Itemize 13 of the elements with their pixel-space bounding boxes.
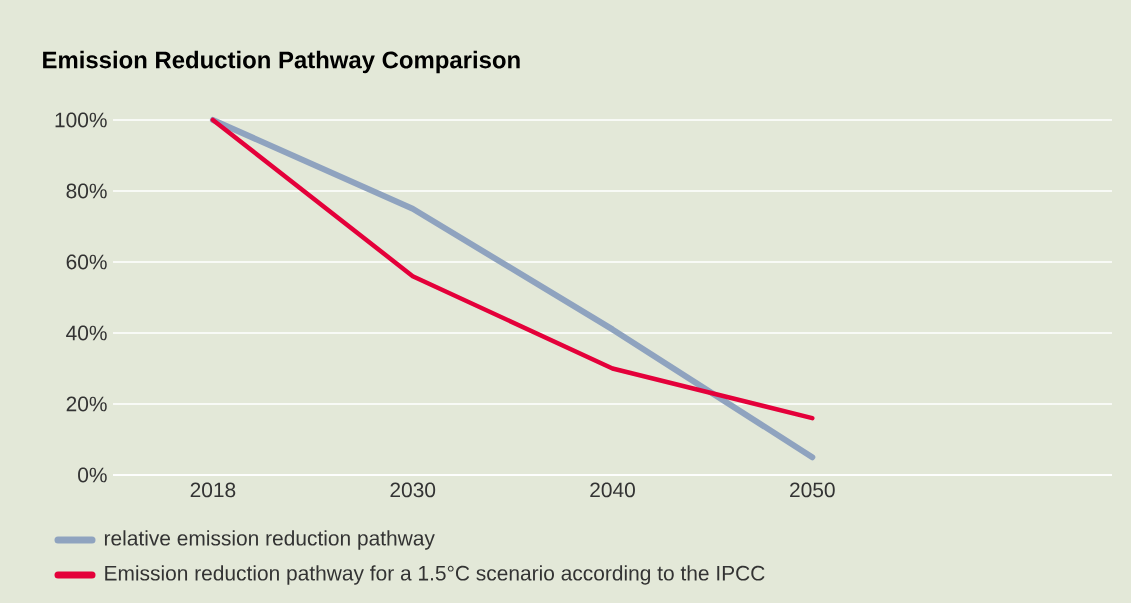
x-tick-label: 2018: [190, 482, 236, 498]
chart-title: Emission Reduction Pathway Comparison: [43, 50, 520, 74]
legend-label: relative emission reduction pathway: [104, 530, 435, 550]
y-tick-label: 100%: [55, 112, 107, 128]
x-tick-label: 2030: [390, 482, 436, 498]
legend-label: Emission reduction pathway for a 1.5°C scenario according to the IPCC: [105, 565, 765, 585]
x-tick-label: 2040: [590, 482, 635, 498]
y-tick-label: 0%: [78, 467, 107, 483]
x-tick-label: 2050: [790, 482, 835, 498]
y-tick-label: 80%: [66, 183, 107, 199]
y-tick-label: 40%: [66, 325, 107, 341]
y-tick-label: 60%: [66, 254, 107, 270]
y-tick-label: 20%: [66, 396, 107, 412]
